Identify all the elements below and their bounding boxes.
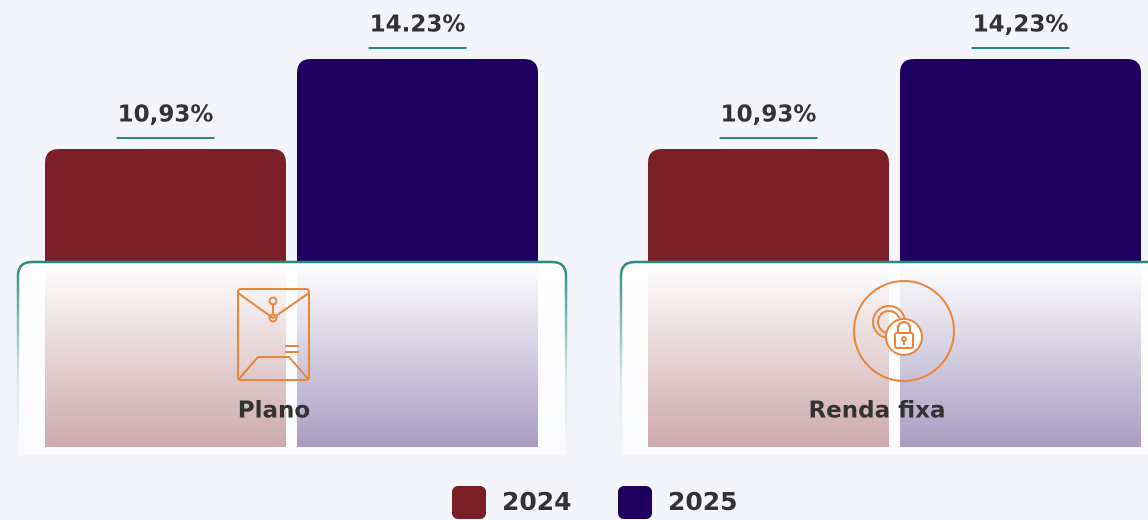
value-label: 10,93% <box>721 101 817 127</box>
value-label: 14,23% <box>973 11 1069 37</box>
legend-label: 2025 <box>668 487 738 516</box>
value-label: 10,93% <box>118 101 214 127</box>
envelope-icon <box>237 288 310 381</box>
legend-swatch <box>618 486 652 519</box>
coin-lock-icon <box>853 280 955 382</box>
category-label: Plano <box>238 398 310 424</box>
card <box>16 260 568 455</box>
card <box>619 260 1148 455</box>
category-label: Renda fixa <box>808 398 945 424</box>
value-label: 14.23% <box>370 11 466 37</box>
legend-swatch <box>452 486 486 519</box>
legend-label: 2024 <box>502 487 572 516</box>
cards: Plano Renda fixa <box>16 260 1148 455</box>
legend: 2024 2025 <box>452 486 738 519</box>
